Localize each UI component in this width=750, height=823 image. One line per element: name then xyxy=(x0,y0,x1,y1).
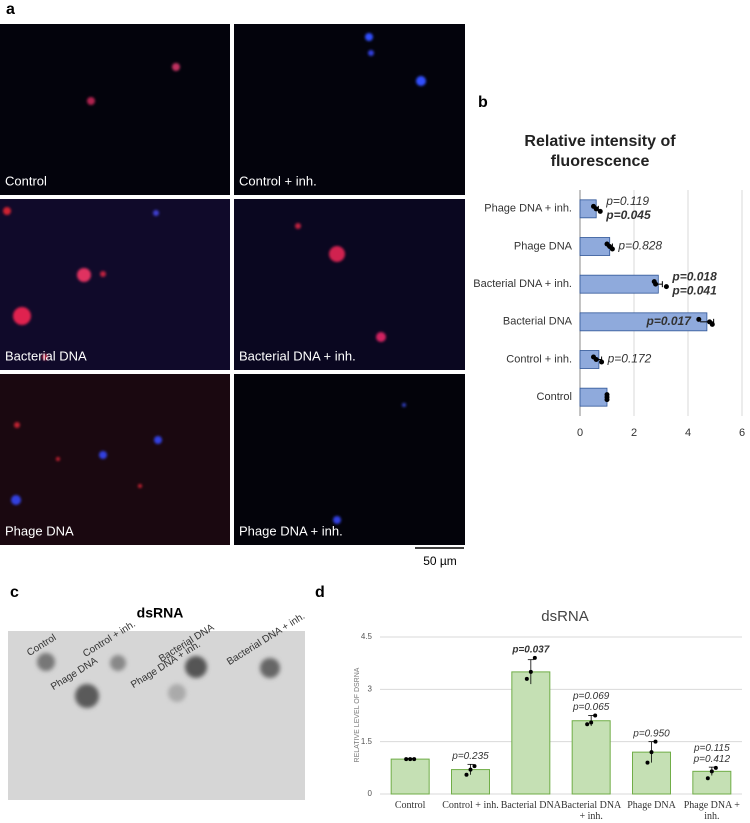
data-point xyxy=(528,669,533,674)
y-tick-label: Bacterial DNA xyxy=(503,316,573,328)
image-caption: Phage DNA + inh. xyxy=(239,523,343,538)
data-point xyxy=(705,776,710,781)
panel-label: c xyxy=(10,584,19,601)
micrograph xyxy=(234,374,465,545)
data-point xyxy=(593,713,598,718)
image-caption: Control + inh. xyxy=(239,173,317,188)
cells xyxy=(3,33,426,524)
y-tick-label: Bacterial DNA + inh. xyxy=(473,278,572,290)
image-caption: Bacterial DNA xyxy=(5,348,87,363)
data-point xyxy=(709,321,715,327)
x-tick-label: Phage DNA + inh. xyxy=(683,800,740,822)
data-point xyxy=(663,284,669,290)
p-value: p=0.037 xyxy=(511,645,549,656)
data-point xyxy=(408,757,413,762)
x-tick-label: Bacterial DNA + inh. xyxy=(561,800,622,822)
data-point xyxy=(593,357,599,362)
y-tick-label: 4.5 xyxy=(361,632,373,641)
bar xyxy=(579,274,659,294)
panel-label: b xyxy=(478,94,488,111)
data-point xyxy=(585,722,590,727)
x-tick-label: 0 xyxy=(577,427,583,439)
data-point xyxy=(464,772,469,777)
bar xyxy=(571,720,611,795)
bar xyxy=(579,387,608,407)
p-value: p=0.119 xyxy=(605,194,649,208)
data-point xyxy=(609,246,615,252)
scale-bar-label: 50 µm xyxy=(423,554,457,568)
data-point xyxy=(468,767,473,772)
blot-title: dsRNA xyxy=(137,605,184,621)
p-value: p=0.828 xyxy=(617,239,662,253)
data-point xyxy=(696,316,702,322)
bar xyxy=(579,237,611,256)
data-point xyxy=(472,764,477,769)
data-point xyxy=(599,359,605,365)
micrograph xyxy=(0,199,230,370)
p-value: p=0.018 xyxy=(671,269,717,283)
data-point xyxy=(412,757,417,762)
x-tick-label: Bacterial DNA xyxy=(500,800,561,811)
data-point xyxy=(532,655,537,660)
image-caption: Bacterial DNA + inh. xyxy=(239,348,356,363)
image-caption: Phage DNA xyxy=(5,523,74,538)
data-point xyxy=(653,739,658,744)
y-tick-label: Phage DNA + inh. xyxy=(484,203,572,215)
y-tick-label: 1.5 xyxy=(361,737,373,746)
p-value: p=0.069 xyxy=(572,691,610,702)
image-caption: Control xyxy=(5,173,47,188)
data-point xyxy=(597,208,603,214)
blot-spots xyxy=(37,653,280,708)
data-point xyxy=(645,760,650,765)
y-tick-label: Control xyxy=(537,391,572,403)
blot xyxy=(8,631,305,800)
micrograph xyxy=(0,24,230,195)
x-tick-label: 6 xyxy=(739,427,745,439)
y-tick-label: 0 xyxy=(368,789,373,798)
data-point xyxy=(589,720,594,725)
panel-label: d xyxy=(315,584,325,601)
p-value: p=0.172 xyxy=(607,352,652,366)
micrograph xyxy=(234,24,465,195)
data-point xyxy=(709,769,714,774)
micrographs xyxy=(0,24,465,547)
chart-title: Relative intensity of fluorescence xyxy=(524,133,676,170)
data-point xyxy=(713,765,718,770)
data-point xyxy=(593,206,599,212)
chart-title: dsRNA xyxy=(541,608,589,625)
p-value: p=0.235 xyxy=(451,751,489,762)
y-tick-label: Phage DNA xyxy=(514,240,573,252)
p-value: p=0.041 xyxy=(671,283,717,297)
p-value: p=0.017 xyxy=(646,314,693,328)
bar xyxy=(390,758,430,795)
y-tick-label: Control + inh. xyxy=(506,353,572,365)
data-point xyxy=(604,397,610,403)
data-point xyxy=(524,676,529,681)
x-tick-label: Control xyxy=(394,800,426,811)
p-value: p=0.950 xyxy=(632,728,670,739)
y-tick-label: 3 xyxy=(368,684,373,693)
data-point xyxy=(404,757,409,762)
bar xyxy=(511,671,551,795)
p-value: p=0.115 xyxy=(693,743,730,754)
p-value: p=0.045 xyxy=(605,208,651,222)
p-value: p=0.412 xyxy=(693,754,731,765)
x-tick-label: 4 xyxy=(685,427,691,439)
micrograph xyxy=(0,374,230,545)
x-tick-label: 2 xyxy=(631,427,637,439)
x-tick-label: Phage DNA xyxy=(627,800,676,811)
data-point xyxy=(649,750,654,755)
data-point xyxy=(653,281,659,287)
micrograph xyxy=(234,199,465,370)
x-tick-label: Control + inh. xyxy=(442,800,499,811)
panel-label: a xyxy=(6,1,15,18)
y-axis-label: RELATIVE LEVEL OF DSRNA xyxy=(354,667,361,762)
p-value: p=0.065 xyxy=(572,702,610,713)
